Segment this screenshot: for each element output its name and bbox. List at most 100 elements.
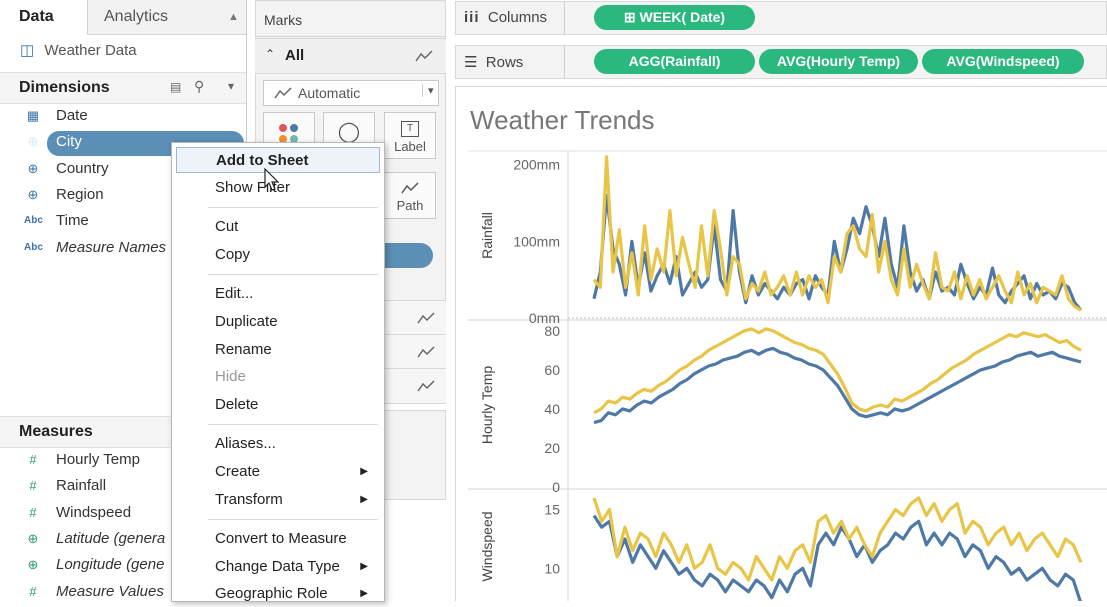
submenu-arrow-icon: ▶: [360, 466, 368, 477]
hash-icon: #: [29, 452, 37, 467]
y-tick-label: 15: [544, 502, 560, 518]
submenu-arrow-icon: ▶: [360, 588, 368, 600]
y-tick-label: 10: [544, 560, 560, 576]
y-tick-label: 80: [544, 323, 560, 339]
menu-item-label: Edit...: [215, 285, 254, 303]
context-menu: Add to Sheet Show Filter Cut Copy Edit... Dup…: [171, 142, 385, 602]
globe-icon: ⊕: [27, 530, 39, 546]
hash-icon: #: [29, 583, 37, 599]
y-tick-label: 0mm: [529, 310, 560, 326]
menu-item-aliases[interactable]: Aliases...: [172, 431, 384, 457]
label-button-text: Label: [394, 139, 426, 154]
field-date[interactable]: ▦ Date: [0, 103, 246, 129]
marks-all-row[interactable]: ⌃ All: [255, 38, 446, 74]
field-label: Latitude (genera: [56, 529, 166, 547]
pill-agg-rainfall[interactable]: AGG(Rainfall): [594, 49, 755, 74]
field-label: Longitude (gene: [56, 556, 165, 574]
field-label: City: [56, 133, 82, 151]
columns-shelf-label: iii Columns: [464, 9, 548, 26]
hash-icon: #: [29, 478, 37, 494]
series-line-yellow: [592, 496, 1083, 582]
menu-item-convert-to-measure[interactable]: Convert to Measure: [172, 526, 384, 552]
menu-item-delete[interactable]: Delete: [172, 392, 384, 418]
field-rainfall[interactable]: # Rainfall: [0, 473, 246, 499]
field-label: Rainfall: [56, 477, 107, 495]
dimensions-title: Dimensions: [19, 79, 110, 96]
globe-icon: ⊕: [27, 134, 39, 150]
pill-week-date[interactable]: ⊞ WEEK( Date): [594, 5, 755, 30]
menu-item-label: Add to Sheet: [216, 152, 309, 169]
tab-data[interactable]: Data: [0, 0, 88, 35]
y-tick-label: 0: [552, 479, 560, 495]
chart-canvas: Rainfall 0mm 100mm 200mm Hourly Temp 0 20 40 60 8…: [468, 150, 1107, 601]
submenu-arrow-icon: ▶: [360, 560, 368, 572]
datasource-icon: ◫: [20, 42, 35, 59]
field-windspeed[interactable]: # Windspeed: [0, 500, 246, 526]
y-axis-title: Windspeed: [479, 511, 495, 581]
menu-item-label: Geographic Role: [215, 585, 328, 603]
menu-item-create[interactable]: Create ▶: [172, 459, 384, 485]
y-tick-label: 20: [544, 440, 560, 456]
y-axis-title: Hourly Temp: [479, 366, 495, 445]
label-button[interactable]: T Label: [384, 112, 436, 159]
text-t-icon: T: [401, 121, 419, 137]
worksheet-view: Weather Trends Rainfall 0mm 100mm 200mm Hour…: [455, 86, 1107, 601]
marks-all-label: All: [285, 47, 305, 64]
menu-item-label: Transform: [215, 490, 283, 508]
field-hourly-temp[interactable]: # Hourly Temp: [0, 447, 246, 473]
field-measure-values[interactable]: # Measure Values: [0, 579, 246, 605]
field-label: Time: [56, 212, 89, 230]
lasso-icon: ◯: [337, 121, 361, 143]
field-time[interactable]: Abc Time: [0, 208, 246, 234]
menu-item-duplicate[interactable]: Duplicate: [172, 309, 384, 335]
globe-icon: ⊕: [27, 186, 39, 202]
datasource[interactable]: ◫ Weather Data: [20, 41, 137, 59]
columns-shelf[interactable]: iii Columns: [455, 1, 1107, 35]
menu-item-transform[interactable]: Transform ▶: [172, 487, 384, 513]
submenu-arrow-icon: ▶: [360, 493, 368, 505]
field-measure-names[interactable]: Abc Measure Names: [0, 235, 246, 261]
tab-menu-icon[interactable]: ▲: [228, 11, 239, 23]
chevron-down-icon[interactable]: ▾: [228, 79, 235, 93]
series-line-yellow: [593, 327, 1082, 415]
columns-icon: iii: [464, 9, 480, 26]
field-latitude-genera[interactable]: ⊕ Latitude (genera: [0, 526, 246, 552]
chart-title: Weather Trends: [470, 105, 655, 135]
menu-item-rename[interactable]: Rename: [172, 337, 384, 363]
menu-separator: [208, 424, 378, 426]
line-mark-icon: [417, 380, 435, 392]
field-region[interactable]: ⊕ Region: [0, 182, 246, 208]
menu-item-label: Duplicate: [215, 313, 278, 330]
menu-item-geographic-role[interactable]: Geographic Role ▶: [172, 581, 384, 607]
menu-item-add-to-sheet[interactable]: Add to Sheet: [176, 147, 380, 173]
view-list-icon[interactable]: ▤: [170, 80, 182, 94]
path-button[interactable]: Path: [384, 172, 436, 219]
search-icon[interactable]: ⚲: [194, 78, 205, 94]
field-label: Country: [56, 159, 109, 177]
field-city[interactable]: ⊕ City: [0, 129, 246, 155]
pill-avg-hourly-temp[interactable]: AVG(Hourly Temp): [759, 49, 918, 74]
tab-analytics[interactable]: Analytics: [104, 8, 169, 25]
menu-separator: [208, 274, 378, 276]
field-label: Region: [56, 185, 104, 203]
y-tick-label: 200mm: [513, 157, 560, 173]
menu-item-cut[interactable]: Cut: [172, 214, 384, 240]
field-label: Measure Values: [56, 582, 164, 600]
y-axis-title: Rainfall: [479, 212, 495, 259]
pane-tabs: Data Analytics ▲: [0, 0, 246, 35]
mark-type-select[interactable]: Automatic ▾: [263, 80, 439, 106]
chevron-up-icon[interactable]: ⌃: [265, 47, 276, 61]
chevron-down-icon[interactable]: ▾: [422, 84, 434, 97]
measures-title: Measures: [19, 423, 93, 440]
field-country[interactable]: ⊕ Country: [0, 156, 246, 182]
pill-avg-windspeed[interactable]: AVG(Windspeed): [922, 49, 1084, 74]
series-line-yellow: [592, 155, 1082, 312]
menu-item-label: Delete: [215, 395, 259, 413]
line-mark-icon: [274, 87, 292, 99]
menu-item-change-data-type[interactable]: Change Data Type ▶: [172, 554, 384, 580]
field-label: Date: [56, 107, 88, 124]
menu-item-label: Convert to Measure: [215, 530, 347, 548]
menu-item-copy[interactable]: Copy: [172, 242, 384, 268]
field-longitude-gene[interactable]: ⊕ Longitude (gene: [0, 552, 246, 578]
menu-item-edit[interactable]: Edit...: [172, 281, 384, 307]
